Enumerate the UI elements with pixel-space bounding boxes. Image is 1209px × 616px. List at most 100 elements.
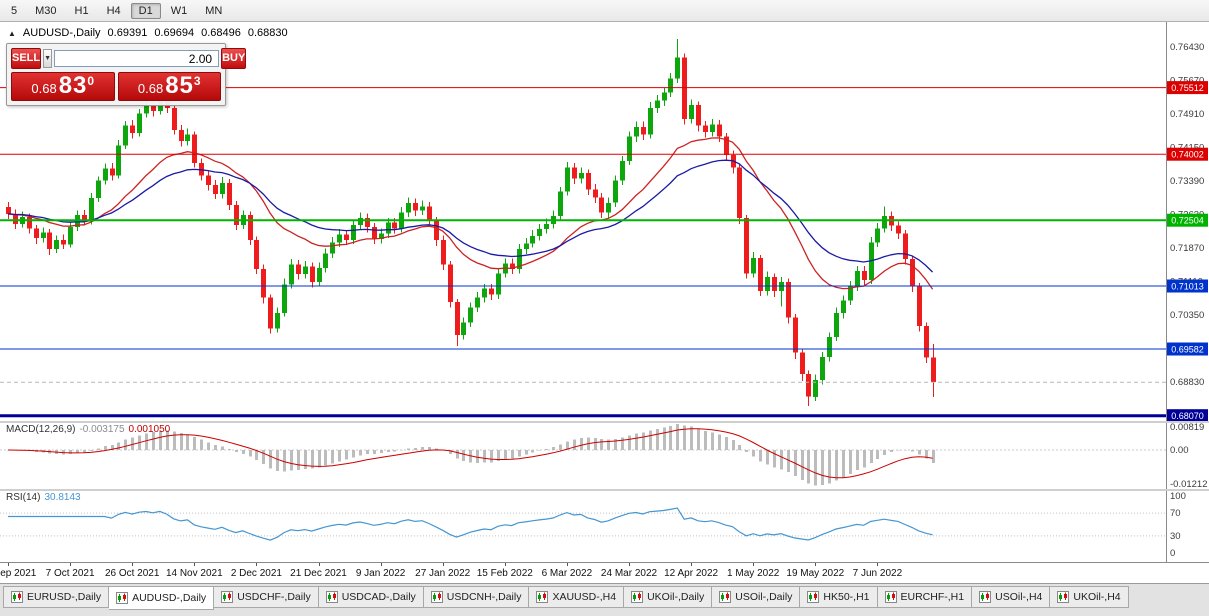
ohlc-low-value: 0.68496 — [201, 27, 241, 39]
tab-label: USOil-,Daily — [735, 591, 793, 603]
macd-indicator-label: MACD(12,26,9) -0.003175 0.001050 — [6, 424, 170, 435]
tab-label: XAUUSD-,H4 — [552, 591, 617, 603]
sell-price-big-digits: 83 — [58, 72, 88, 99]
tab-chart-icon — [221, 591, 234, 603]
chart-tab-usdcnh-daily[interactable]: USDCNH-,Daily — [423, 586, 530, 608]
sell-price-prefix: 0.68 — [31, 81, 57, 96]
date-axis-tick — [753, 563, 755, 566]
tab-label: EURUSD-,Daily — [27, 591, 102, 603]
timeframe-d1-button[interactable]: D1 — [130, 2, 161, 19]
tab-chart-icon — [430, 591, 443, 603]
timeframe-w1-button[interactable]: W1 — [170, 4, 188, 17]
tab-chart-icon — [884, 591, 897, 603]
chart-tab-usoil-h4[interactable]: USOil-,H4 — [972, 586, 1051, 608]
sell-price-display[interactable]: 0.68 83 0 — [11, 72, 115, 101]
date-axis-label: 9 Jan 2022 — [355, 568, 406, 579]
timeframe-5-button[interactable]: 5 — [11, 4, 18, 17]
macd-main-value: -0.003175 — [79, 424, 125, 435]
svg-text:0.71870: 0.71870 — [1170, 243, 1204, 254]
date-axis-label: 26 Oct 2021 — [104, 568, 160, 579]
date-axis[interactable]: 19 Sep 2021 7 Oct 2021 26 Oct 2021 14 Nov 2… — [0, 562, 1209, 583]
date-axis-label: 12 Apr 2022 — [664, 568, 719, 579]
tab-label: UKOil-,H4 — [1073, 591, 1121, 603]
chart-tab-eurusd-daily[interactable]: EURUSD-,Daily — [3, 586, 110, 608]
buy-price-display[interactable]: 0.68 85 3 — [117, 72, 221, 101]
tab-chart-icon — [11, 591, 23, 603]
ma-fast-line — [7, 137, 934, 290]
date-axis-label: 14 Nov 2021 — [165, 568, 223, 579]
svg-text:0.71013: 0.71013 — [1171, 282, 1204, 292]
macd-scale-labels: 0.00819 0.00 -0.01212 — [1170, 422, 1208, 490]
rsi-chart-canvas[interactable]: 100 70 30 0 — [0, 489, 1209, 562]
chart-tab-usdcad-daily[interactable]: USDCAD-,Daily — [318, 586, 424, 608]
tab-label: UKOil-,Daily — [647, 591, 705, 603]
volume-input[interactable] — [54, 50, 220, 67]
date-axis-tick — [256, 563, 258, 566]
timeframe-mn-button[interactable]: MN — [205, 4, 223, 17]
rsi-scale-labels: 100 70 30 0 — [1170, 491, 1186, 559]
ohlc-close-value: 0.68830 — [247, 27, 288, 39]
chart-tab-ukoil-h4[interactable]: UKOil-,H4 — [1050, 586, 1129, 608]
chart-tab-xauusd-h4[interactable]: XAUUSD-,H4 — [529, 586, 625, 608]
timeframe-h1-button[interactable]: H1 — [74, 4, 89, 17]
macd-chart-canvas[interactable]: 0.00819 0.00 -0.01212 — [0, 421, 1209, 490]
chart-tab-audusd-daily[interactable]: AUDUSD-,Daily — [109, 586, 215, 610]
volume-dropdown-button[interactable]: ▼ — [43, 49, 53, 68]
tab-chart-icon — [631, 591, 644, 603]
svg-text:100: 100 — [1170, 491, 1186, 502]
rsi-name: RSI(14) — [6, 492, 41, 503]
macd-indicator-panel[interactable]: 0.00819 0.00 -0.01212 — [0, 421, 1209, 490]
date-axis-tick — [691, 563, 693, 566]
date-axis-tick — [504, 563, 506, 566]
panel-separator[interactable] — [0, 489, 1209, 491]
rsi-line — [8, 507, 933, 541]
price-level-lines[interactable] — [0, 87, 1166, 418]
svg-text:0.68830: 0.68830 — [1170, 377, 1204, 388]
trade-panel-collapse-icon[interactable]: ▲ — [8, 28, 16, 38]
chart-tab-eurchf-h1[interactable]: EURCHF-,H1 — [877, 586, 973, 608]
date-axis-tick — [132, 563, 134, 566]
panel-separator[interactable] — [0, 421, 1209, 423]
date-axis-label: 7 Oct 2021 — [45, 568, 95, 579]
buy-price-pip-digit: 3 — [193, 74, 201, 88]
rsi-indicator-panel[interactable]: 100 70 30 0 — [0, 489, 1209, 562]
macd-signal-line — [7, 428, 933, 479]
date-axis-label: 15 Feb 2022 — [476, 568, 533, 579]
date-axis-tick — [815, 563, 817, 566]
chart-tab-usoil-daily[interactable]: USOil-,Daily — [712, 586, 801, 608]
tab-label: USDCNH-,Daily — [446, 591, 522, 603]
tab-label: EURCHF-,H1 — [900, 591, 965, 603]
chart-tab-ukoil-daily[interactable]: UKOil-,Daily — [624, 586, 713, 608]
tab-chart-icon — [536, 591, 549, 603]
date-axis-label: 2 Dec 2021 — [230, 568, 282, 579]
price-scale-badges: 0.75512 0.74002 0.72504 0.71013 0.69582 0.680… — [1167, 81, 1208, 423]
tab-label: USOil-,H4 — [995, 591, 1043, 603]
tab-label: USDCAD-,Daily — [341, 591, 416, 603]
timeframe-toolbar: 5 M30 H1 H4 D1 W1 MN — [0, 0, 1209, 22]
chart-tab-usdchf-daily[interactable]: USDCHF-,Daily — [214, 586, 319, 608]
svg-text:0.75512: 0.75512 — [1171, 83, 1204, 93]
date-axis-label: 19 Sep 2021 — [0, 568, 37, 579]
svg-text:0.00: 0.00 — [1170, 445, 1189, 456]
date-axis-label: 21 Dec 2021 — [290, 568, 347, 579]
svg-text:0.00819: 0.00819 — [1170, 422, 1204, 433]
svg-text:0.76430: 0.76430 — [1170, 42, 1204, 53]
date-axis-label: 1 May 2022 — [727, 568, 780, 579]
tab-label: USDCHF-,Daily — [237, 591, 311, 603]
chart-tab-hk50-h1[interactable]: HK50-,H1 — [800, 586, 878, 608]
chart-tab-bar: EURUSD-,Daily AUDUSD-,Daily USDCHF-,Daily U… — [0, 583, 1209, 616]
date-axis-label: 19 May 2022 — [786, 568, 845, 579]
date-axis-tick — [877, 563, 879, 566]
sell-button[interactable]: SELL — [11, 48, 42, 69]
macd-signal-value: 0.001050 — [128, 424, 171, 435]
buy-button[interactable]: BUY — [221, 48, 247, 69]
svg-text:0.72504: 0.72504 — [1171, 216, 1204, 226]
ohlc-open-value: 0.69391 — [107, 27, 148, 39]
rsi-indicator-label: RSI(14) 30.8143 — [6, 492, 81, 503]
timeframe-m30-button[interactable]: M30 — [35, 4, 57, 17]
svg-text:0.70350: 0.70350 — [1170, 310, 1204, 321]
svg-text:0.68070: 0.68070 — [1171, 411, 1204, 421]
timeframe-h4-button[interactable]: H4 — [106, 4, 121, 17]
ma-slow-line — [7, 159, 934, 273]
